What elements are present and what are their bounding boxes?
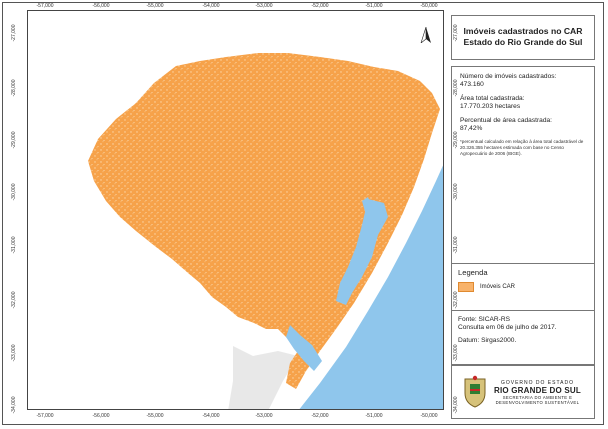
legend-swatch: [458, 282, 474, 292]
map-canvas[interactable]: [27, 10, 444, 410]
lon-tick: -51,000: [365, 413, 383, 419]
logo-line-3: SECRETARIA DO AMBIENTE E: [502, 394, 573, 400]
ocean-area: [299, 165, 443, 409]
lon-tick: -55,000: [146, 413, 164, 419]
logo-box: GOVERNO DO ESTADO RIO GRANDE DO SUL SECR…: [451, 365, 595, 419]
title-line-2: Estado do Rio Grande do Sul: [463, 37, 583, 47]
lon-tick: -55,000: [146, 3, 164, 9]
footnote: *percentual calculado em relação à área …: [460, 139, 584, 156]
north-arrow-icon: [420, 26, 432, 44]
datum-text: Datum: Sirgas2000.: [458, 337, 517, 344]
guaiba: [362, 197, 372, 215]
legend-item-label: Imóveis CAR: [480, 284, 516, 290]
lon-tick: -53,000: [255, 3, 273, 9]
logo-line-2: RIO GRANDE DO SUL: [494, 385, 581, 395]
lon-tick: -56,000: [92, 3, 110, 9]
lon-tick: -52,000: [311, 3, 329, 9]
lon-tick: -57,000: [36, 413, 54, 419]
area-value: 17.770.203 hectares: [460, 103, 521, 110]
legend-title: Legenda: [458, 268, 488, 277]
info-panel: Imóveis cadastrados no CAR Estado do Rio…: [451, 15, 595, 419]
lagoa-dos-patos: [336, 199, 388, 305]
lat-tick: -27,000: [11, 24, 17, 42]
title-box: Imóveis cadastrados no CAR Estado do Rio…: [451, 15, 595, 60]
lon-tick: -50,000: [420, 413, 438, 419]
stats-box: Número de imóveis cadastrados: 473.160 Á…: [451, 66, 595, 266]
lon-tick: -53,000: [255, 413, 273, 419]
neighbor-land: [228, 346, 298, 409]
lat-tick: -29,000: [453, 131, 459, 149]
lat-tick: -33,000: [453, 344, 459, 362]
lat-tick: -34,000: [11, 396, 17, 414]
lat-tick: -34,000: [453, 396, 459, 414]
lon-tick: -56,000: [92, 413, 110, 419]
lon-tick: -54,000: [202, 3, 220, 9]
lon-tick: -50,000: [420, 3, 438, 9]
lat-tick: -33,000: [11, 344, 17, 362]
lat-tick: -29,000: [11, 131, 17, 149]
pct-value: 87,42%: [460, 125, 483, 132]
logo-line-1: GOVERNO DO ESTADO: [500, 379, 574, 386]
lon-tick: -54,000: [202, 413, 220, 419]
lon-tick: -51,000: [365, 3, 383, 9]
lat-tick: -31,000: [11, 236, 17, 254]
logo-line-4: DESENVOLVIMENTO SUSTENTÁVEL: [495, 399, 580, 405]
lon-tick: -57,000: [36, 3, 54, 9]
legend-box: Legenda Imóveis CAR: [451, 263, 595, 313]
legend-item: Imóveis CAR: [458, 282, 588, 292]
lon-tick: -52,000: [311, 413, 329, 419]
state-land: [88, 53, 440, 389]
lat-tick: -27,000: [453, 24, 459, 42]
lat-tick: -28,000: [453, 79, 459, 97]
pct-label: Percentual de área cadastrada:: [460, 117, 553, 124]
source-text: Fonte: SICAR-RS: [458, 316, 511, 323]
lat-tick: -32,000: [453, 291, 459, 309]
lat-tick: -30,000: [453, 183, 459, 201]
source-box: Fonte: SICAR-RS Consulta em 06 de julho …: [451, 310, 595, 365]
lat-tick: -28,000: [11, 79, 17, 97]
lat-tick: -31,000: [453, 236, 459, 254]
query-date-text: Consulta em 06 de julho de 2017.: [458, 324, 557, 331]
lat-tick: -30,000: [11, 183, 17, 201]
count-label: Número de imóveis cadastrados:: [460, 73, 557, 80]
map-svg: [88, 53, 443, 409]
lagoa-mirim: [286, 325, 322, 371]
lat-tick: -32,000: [11, 291, 17, 309]
title-line-1: Imóveis cadastrados no CAR: [463, 26, 583, 36]
area-label: Área total cadastrada:: [460, 95, 525, 102]
state-crest-icon: [462, 375, 488, 409]
government-logo-text: GOVERNO DO ESTADO RIO GRANDE DO SUL SECR…: [494, 380, 581, 405]
count-value: 473.160: [460, 81, 484, 88]
